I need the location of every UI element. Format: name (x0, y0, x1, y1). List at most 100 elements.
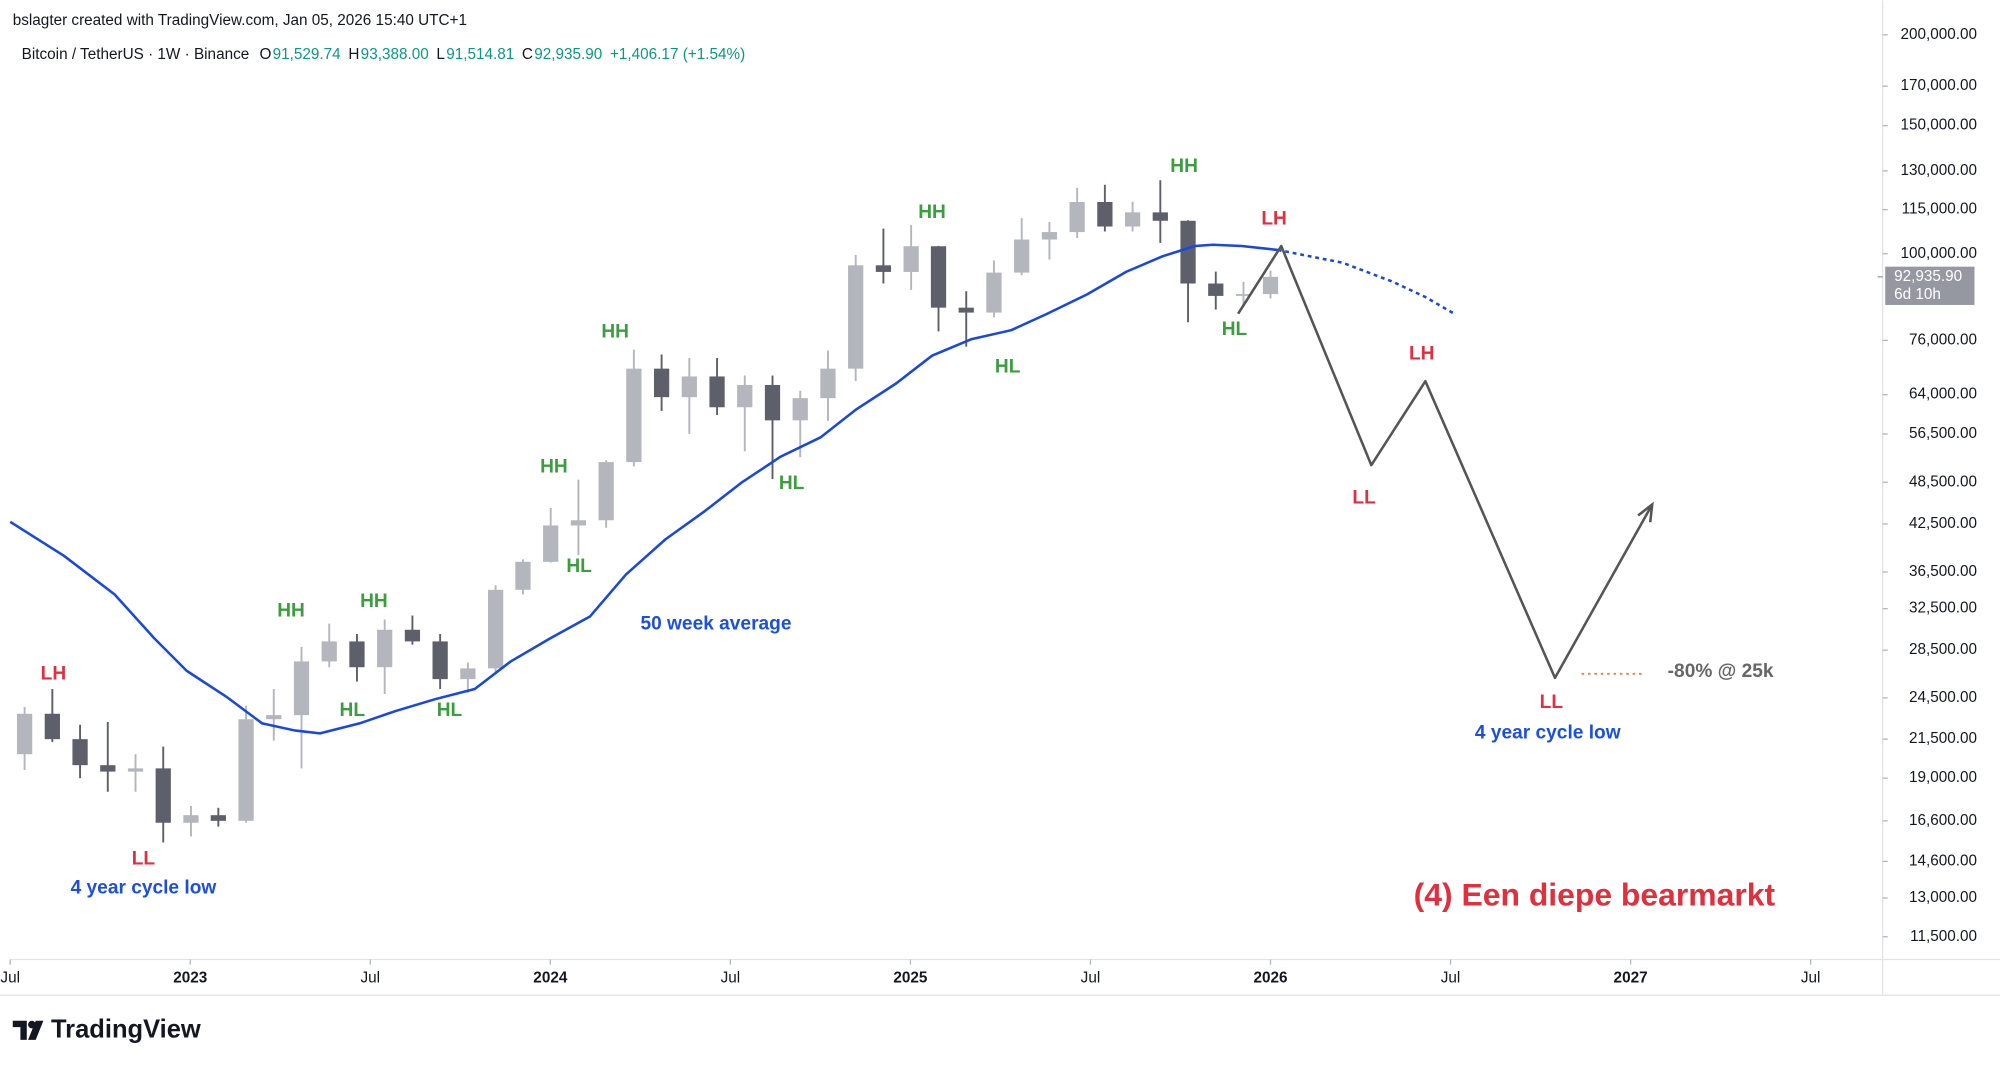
annotation: HH (277, 601, 305, 622)
projection-line (1237, 244, 1654, 680)
ohlc-key: C (522, 46, 533, 63)
candle-body (681, 376, 697, 398)
candle-body (958, 307, 974, 313)
annotation: 50 week average (640, 614, 791, 635)
candle-body (848, 265, 864, 369)
annotation: 4 year cycle low (1475, 722, 1621, 743)
arrowhead (1637, 501, 1654, 523)
ohlc-key: H (348, 46, 359, 63)
y-tick-label: 56,500.00 (1909, 425, 1977, 442)
candle-body (266, 715, 282, 720)
y-tick-label: 42,500.00 (1909, 515, 1977, 532)
candle-body (432, 641, 448, 680)
y-tick-label: 14,600.00 (1909, 852, 1977, 869)
candle-body (1262, 276, 1279, 295)
logo-dot (28, 1020, 36, 1029)
candle-body (930, 246, 947, 308)
annotation: HH (918, 202, 946, 223)
candle-body (377, 629, 393, 668)
candle-body (737, 384, 753, 408)
y-tick-label: 32,500.00 (1909, 600, 1977, 617)
x-tick-label: 2026 (1253, 970, 1287, 987)
candle-body (127, 768, 144, 772)
candle-body (155, 768, 171, 823)
last-price-label: 92,935.90 (1894, 268, 1962, 285)
candle-body (1041, 232, 1058, 240)
y-tick-label: 13,000.00 (1909, 889, 1977, 906)
y-tick-label: 200,000.00 (1900, 26, 1977, 43)
countdown-label: 6d 10h (1894, 286, 1941, 303)
annotation: HL (779, 473, 805, 494)
candle-body (16, 713, 33, 755)
candle-body (72, 739, 88, 766)
candle-body (543, 525, 559, 562)
candle-body (100, 765, 116, 772)
candle-body (1208, 283, 1224, 296)
y-tick-label: 21,500.00 (1909, 730, 1977, 747)
candle-body (210, 815, 226, 821)
logo: TradingView (12, 1016, 201, 1044)
candle-body (903, 246, 919, 272)
annotation: LL (132, 848, 156, 869)
candle-body (764, 384, 781, 421)
candle-body (1152, 212, 1168, 221)
candle-body (349, 641, 365, 668)
ohlc-key: O (259, 46, 271, 63)
y-tick-label: 150,000.00 (1900, 117, 1977, 134)
y-tick-label: 76,000.00 (1909, 331, 1977, 348)
candle-body (460, 668, 476, 680)
y-tick-label: 115,000.00 (1902, 201, 1977, 218)
annotation: HH (601, 322, 629, 343)
x-tick-label: 2025 (893, 970, 928, 987)
candle-body (293, 661, 310, 716)
ohlc-value: 92,935.90 (534, 46, 602, 63)
ohlc-change: +1,406.17 (+1.54%) (610, 46, 745, 63)
symbol: Bitcoin / TetherUS · 1W · Binance (22, 46, 250, 63)
x-tick-label: Jul (1081, 970, 1101, 987)
credit: bslagter created with TradingView.com, J… (13, 12, 467, 29)
y-tick-label: 11,500.00 (1910, 928, 1977, 945)
candle-body (1014, 239, 1030, 273)
candle-body (183, 815, 199, 823)
logo-icon (12, 1020, 44, 1040)
y-tick-label: 48,500.00 (1909, 473, 1977, 490)
y-tick-label: 24,500.00 (1909, 689, 1977, 706)
x-tick-label: Jul (0, 970, 20, 987)
candle-body (570, 520, 587, 526)
candle-body (986, 272, 1002, 313)
candle-body (653, 368, 670, 398)
annotation: LL (1540, 692, 1564, 713)
candle-body (598, 462, 614, 521)
candle-body (1124, 212, 1141, 227)
candle-body (820, 368, 836, 399)
annotation: 4 year cycle low (71, 878, 217, 899)
y-tick-label: 16,600.00 (1909, 812, 1977, 829)
annotation: LH (1261, 208, 1287, 229)
annotation: LH (41, 663, 67, 684)
y-tick-label: 28,500.00 (1909, 641, 1977, 658)
annotation: HL (437, 700, 463, 721)
annotation: HL (340, 700, 366, 721)
ohlc-value: 91,514.81 (446, 46, 514, 63)
ohlc-value: 93,388.00 (361, 46, 429, 63)
y-tick-label: 130,000.00 (1900, 162, 1977, 179)
x-tick-label: Jul (361, 970, 381, 987)
annotation: LH (1409, 343, 1434, 364)
x-tick-label: Jul (721, 970, 741, 987)
annotation: HL (995, 356, 1021, 377)
annotation: LL (1352, 487, 1376, 508)
candle-body (321, 641, 337, 662)
x-tick-label: 2027 (1614, 970, 1648, 987)
annotation: HL (1222, 319, 1248, 340)
y-tick-label: 100,000.00 (1900, 245, 1977, 262)
candle-body (404, 629, 421, 642)
candle-body (875, 265, 892, 272)
y-tick-label: 19,000.00 (1909, 769, 1977, 786)
annotation: HL (566, 556, 592, 577)
y-tick-label: 170,000.00 (1900, 77, 1977, 94)
ohlc-key: L (436, 46, 445, 63)
candle-body (487, 589, 504, 669)
